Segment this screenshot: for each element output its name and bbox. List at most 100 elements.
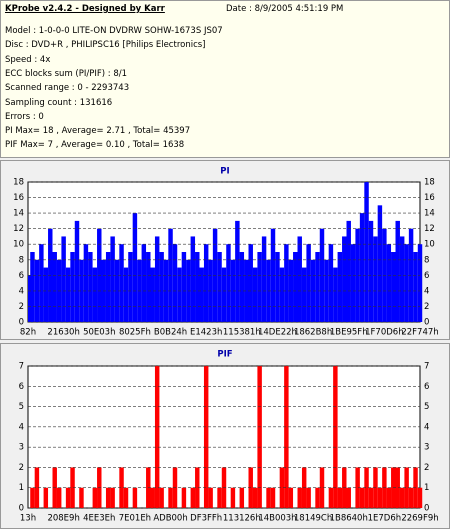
bar — [399, 236, 405, 322]
bar — [395, 220, 400, 322]
y-tick-label-right: 10 — [424, 240, 435, 250]
bar — [257, 252, 262, 322]
bar — [275, 252, 280, 322]
info-line: Speed : 4x — [5, 54, 51, 65]
bar — [114, 259, 120, 322]
x-tick-label: 14DE22h — [258, 328, 297, 338]
bar — [315, 487, 320, 508]
y-tick-label-right: 14 — [424, 209, 435, 219]
x-tick-label: 8025Fh — [119, 328, 151, 338]
y-tick-label: 10 — [13, 240, 24, 250]
bar — [217, 487, 222, 508]
bar — [190, 487, 196, 508]
bar — [154, 236, 160, 322]
x-tick-label: 18149Ch — [294, 514, 332, 524]
bar — [79, 487, 84, 508]
info-line: Disc : DVD+R , PHILIPSC16 [Philips Elect… — [5, 40, 206, 51]
bar — [203, 366, 209, 508]
bar — [168, 487, 173, 508]
y-tick-label: 5 — [19, 402, 24, 412]
y-tick-label: 3 — [19, 443, 24, 453]
bar — [293, 252, 298, 322]
bar — [150, 267, 155, 322]
bar — [257, 366, 262, 508]
bar — [319, 467, 325, 508]
bar — [43, 267, 49, 322]
bar — [105, 252, 111, 322]
y-tick-label-right: 6 — [424, 271, 429, 281]
bar — [368, 220, 374, 322]
bar — [221, 267, 227, 322]
bar — [159, 487, 164, 508]
bar — [39, 244, 44, 322]
x-tick-label: E1423h — [190, 328, 222, 338]
y-tick-label-right: 2 — [424, 463, 429, 473]
bar — [79, 259, 84, 322]
y-tick-label-right: 7 — [424, 362, 429, 372]
bar — [74, 220, 80, 322]
info-panel: KProbe v2.4.2 - Designed by Karr Date : … — [0, 0, 450, 158]
y-tick-label-right: 16 — [424, 193, 435, 203]
bar — [239, 252, 245, 322]
chart-title: PI — [220, 167, 229, 177]
bar — [359, 213, 365, 322]
bar — [408, 487, 414, 508]
bar — [266, 487, 271, 508]
bar — [65, 487, 71, 508]
x-tick-label: 50E03h — [83, 328, 115, 338]
bar — [195, 467, 200, 508]
bar — [404, 244, 409, 322]
bar — [386, 487, 392, 508]
x-tick-label: 2269F9h — [401, 514, 438, 524]
y-tick-label: 8 — [19, 255, 24, 265]
bar — [235, 220, 240, 322]
y-tick-label: 6 — [19, 382, 24, 392]
bar — [306, 487, 311, 508]
bar — [34, 259, 40, 322]
bar — [56, 487, 62, 508]
bar — [30, 487, 35, 508]
bar — [270, 487, 276, 508]
y-tick-label-right: 12 — [424, 224, 435, 234]
bar — [65, 267, 71, 322]
y-tick-label-right: 8 — [424, 255, 429, 265]
x-tick-label: 1F70D6h — [365, 328, 403, 338]
info-line: Model : 1-0-0-0 LITE-ON DVDRW SOHW-1673S… — [5, 26, 223, 36]
y-tick-label: 0 — [19, 318, 24, 328]
bar — [105, 487, 111, 508]
x-tick-label: 4EE3Eh — [83, 514, 115, 524]
bar — [70, 467, 75, 508]
bar — [279, 467, 285, 508]
info-line: Sampling count : 131616 — [5, 97, 113, 108]
bar — [150, 487, 155, 508]
bar — [159, 252, 164, 322]
bar — [177, 267, 182, 322]
x-tick-label: B0B24h — [154, 328, 187, 338]
bar — [123, 267, 129, 322]
bar — [395, 467, 400, 508]
bar — [337, 487, 343, 508]
y-tick-label-right: 0 — [424, 318, 429, 328]
x-tick-label: 1E7D6h — [368, 514, 402, 524]
bar — [373, 236, 378, 322]
bar — [203, 244, 209, 322]
bar — [70, 252, 75, 322]
bar — [333, 267, 338, 322]
bar — [123, 487, 129, 508]
x-tick-label: 115381h — [223, 328, 261, 338]
bar — [154, 366, 160, 508]
bar — [244, 259, 249, 322]
bar — [297, 236, 302, 322]
y-tick-label-right: 2 — [424, 302, 429, 312]
bar — [355, 228, 360, 322]
y-tick-label: 0 — [19, 504, 24, 514]
bar — [119, 244, 124, 322]
bar — [208, 487, 213, 508]
y-tick-label-right: 18 — [424, 178, 435, 188]
x-tick-label: 1B8640h — [330, 514, 368, 524]
x-tick-label: 7E01Eh — [119, 514, 151, 524]
bar — [404, 467, 409, 508]
bar — [288, 487, 294, 508]
